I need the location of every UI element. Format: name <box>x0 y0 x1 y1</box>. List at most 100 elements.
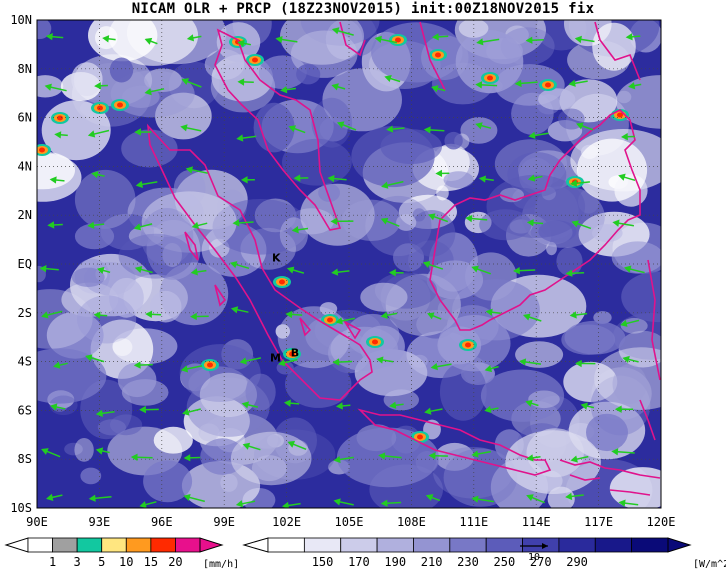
colorbar-swatch <box>52 537 78 553</box>
precip-cell <box>372 339 378 345</box>
wind-arrow <box>135 180 158 189</box>
precip-cell <box>417 434 423 440</box>
wind-arrow <box>614 405 634 413</box>
cloud-patch <box>528 390 560 409</box>
cloud-patch <box>77 295 137 344</box>
wind-arrow <box>422 261 444 270</box>
wind-arrow <box>424 407 443 415</box>
wind-arrow <box>484 405 499 414</box>
cloud-patch <box>97 419 126 436</box>
cloud-patch <box>74 438 94 462</box>
wind-arrow <box>513 267 536 275</box>
wind-arrow <box>571 220 592 230</box>
cloud-patch <box>198 423 220 442</box>
cloud-patch <box>351 126 435 188</box>
olr-colorbar: 150 170 190 210 230 250 270 290 [W/m^2] 10 <box>242 537 726 570</box>
wind-arrow <box>139 501 157 508</box>
wind-arrow <box>232 219 254 227</box>
cloud-patch <box>88 20 158 62</box>
cloud-patch <box>199 372 257 418</box>
cloud-patch <box>141 191 237 253</box>
place-label: M <box>270 352 281 365</box>
cloud-patch <box>279 217 308 252</box>
wind-arrow <box>229 261 250 270</box>
wind-arrow <box>435 169 450 178</box>
wind-arrow <box>384 75 401 83</box>
wind-arrow <box>611 448 635 456</box>
cloud-patch <box>443 171 474 189</box>
colorbar-unit: [W/m^2] <box>693 559 726 570</box>
wind-arrow <box>275 35 298 44</box>
precip-cell <box>207 362 213 368</box>
wind-arrow <box>331 268 350 276</box>
wind-arrow <box>478 175 494 183</box>
cloud-patch <box>480 369 565 422</box>
wind-arrow <box>237 78 254 86</box>
wind-arrow <box>293 174 309 182</box>
cloud-patch <box>396 214 417 231</box>
wind-arrow <box>475 122 492 130</box>
wind-arrow <box>423 126 445 134</box>
wind-arrow <box>327 174 347 183</box>
wind-arrow <box>91 171 105 179</box>
latitude-tick-label: 8S <box>18 452 32 466</box>
cloud-patch <box>254 198 297 233</box>
wind-arrow <box>47 221 63 229</box>
wind-arrow <box>242 442 261 451</box>
wind-arrow <box>190 268 207 276</box>
wind-arrow <box>380 499 402 507</box>
cloud-patch <box>143 460 193 503</box>
wind-arrow <box>475 81 498 89</box>
wind-arrow <box>374 35 398 44</box>
sumatra-coast <box>146 123 373 401</box>
latitude-tick-label: 4S <box>18 355 32 369</box>
coast-fragment <box>639 259 661 441</box>
wind-arrow <box>618 173 636 182</box>
latitude-tick-label: 6N <box>18 111 32 125</box>
precip-cell <box>279 279 285 285</box>
longitude-tick-label: 108E <box>397 515 426 529</box>
colorbar-end-arrow <box>242 537 269 553</box>
cloud-patch <box>576 138 648 202</box>
cloud-patch <box>121 129 178 168</box>
cloud-patch <box>620 318 648 334</box>
place-labels: K BM <box>270 252 299 365</box>
cloud-patch <box>74 223 115 250</box>
colorbar-label: 230 <box>457 555 479 569</box>
wind-arrow <box>431 33 449 41</box>
wind-arrow <box>94 82 108 90</box>
precip-colorbar: 1 3 5 10 15 20 [mm/h] <box>4 537 239 570</box>
latitude-tick-label: 6S <box>18 403 32 417</box>
wind-arrow <box>628 82 642 90</box>
cloud-patch <box>212 199 309 255</box>
colorbar-swatch <box>27 537 53 553</box>
wind-arrow <box>618 499 639 507</box>
cloud-patch <box>64 442 83 456</box>
cloud-patch <box>210 61 276 113</box>
cloud-patch <box>109 277 144 318</box>
latitude-tick-labels: 10N 8N 6N 4N 2N EQ 2S 4S 6S 8S 10S <box>10 13 32 515</box>
wind-arrow <box>485 308 501 316</box>
wind-arrow <box>144 37 158 45</box>
colorbar-swatch <box>175 537 201 553</box>
wind-arrow <box>431 85 446 93</box>
wind-arrow <box>428 213 449 223</box>
wind-arrow <box>465 214 488 223</box>
cloud-patch <box>621 271 661 323</box>
wind-arrow <box>53 361 68 369</box>
wind-arrow <box>286 266 305 274</box>
wind-arrow <box>93 311 108 319</box>
wind-arrow <box>570 455 589 463</box>
wind-arrow <box>102 35 116 43</box>
precip-cell <box>487 75 493 81</box>
wind-arrow <box>236 134 257 142</box>
wind-arrow <box>280 86 296 94</box>
wind-arrow <box>130 453 153 462</box>
wind-arrow <box>186 34 202 42</box>
cloud-patch <box>341 199 401 241</box>
cloud-patch <box>359 325 405 368</box>
precip-cell <box>289 351 295 357</box>
longitude-tick-label: 102E <box>272 515 301 529</box>
cloud-patch <box>436 185 449 201</box>
wind-arrow <box>331 83 346 91</box>
